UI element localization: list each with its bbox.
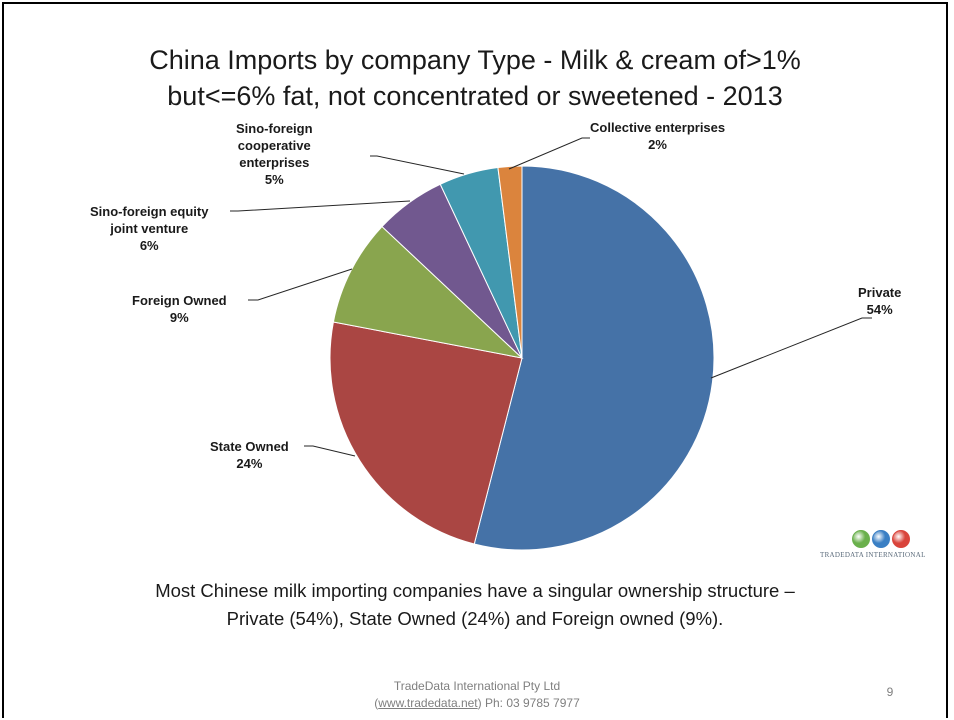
footer-company: TradeData International Pty Ltd [393, 679, 561, 693]
globe-icon-blue [872, 530, 890, 548]
chart-title: China Imports by company Type - Milk & c… [60, 42, 890, 114]
data-label-collective: Collective enterprises 2% [590, 120, 726, 152]
leader-line-state [304, 445, 356, 457]
data-label-foreign-owned: Foreign Owned 9% [132, 293, 227, 325]
data-label-sino-foreign-cooperative: Sino-foreign cooperative enterprises 5% [236, 121, 313, 187]
chart-title-line-2: but<=6% fat, not concentrated or sweeten… [167, 81, 783, 111]
leader-line-collective [508, 137, 590, 170]
footer: TradeData International Pty Ltd (www.tra… [300, 678, 654, 712]
footer-website-link[interactable]: www.tradedata.net [378, 696, 478, 710]
globe-icon-green [852, 530, 870, 548]
pie-slice-collective-enterprises [497, 165, 523, 359]
globe-icon-red [892, 530, 910, 548]
pie-slice-foreign-owned [332, 225, 524, 359]
data-label-state-owned: State Owned 24% [210, 439, 289, 471]
slide-caption: Most Chinese milk importing companies ha… [60, 577, 890, 633]
footer-phone: Ph: 03 9785 7977 [484, 696, 580, 710]
leader-line-private [710, 317, 872, 379]
caption-line-2: Private (54%), State Owned (24%) and For… [226, 608, 724, 629]
leader-line-equity [230, 200, 411, 212]
leader-line-coop [370, 155, 465, 175]
footer-contact: (www.tradedata.net) Ph: 03 9785 7977 [374, 696, 580, 710]
data-label-sino-foreign-equity: Sino-foreign equity joint venture 6% [90, 204, 209, 253]
page-number: 9 [886, 685, 894, 699]
logo-text: TRADEDATA INTERNATIONAL [820, 551, 926, 559]
pie-slice-private [473, 165, 715, 551]
chart-title-line-1: China Imports by company Type - Milk & c… [149, 45, 801, 75]
data-label-private: Private 54% [858, 285, 902, 317]
caption-line-1: Most Chinese milk importing companies ha… [155, 580, 795, 601]
leader-line-foreign [248, 268, 353, 301]
pie-slice-state-owned [329, 321, 523, 545]
tradedata-logo: TRADEDATA INTERNATIONAL [820, 530, 925, 570]
